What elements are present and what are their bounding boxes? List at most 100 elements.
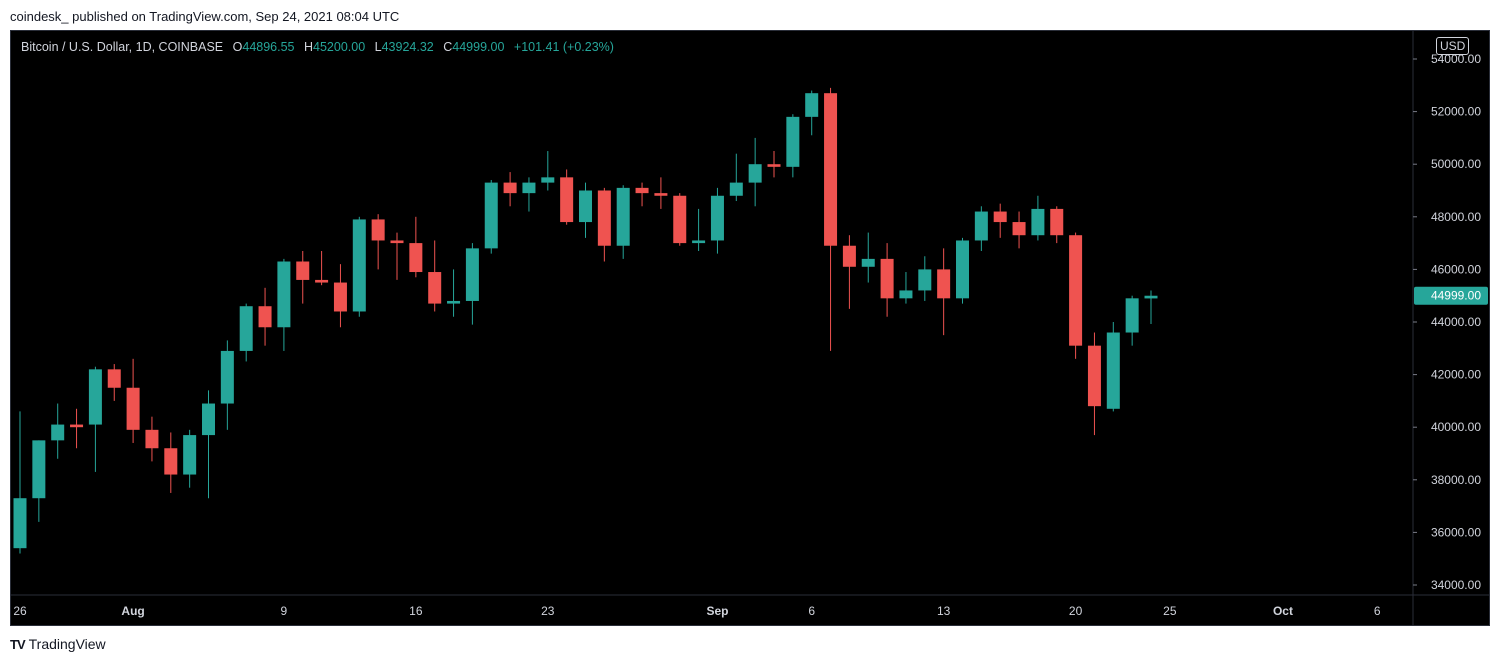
- candle-body: [296, 261, 310, 280]
- candle-body: [390, 240, 404, 244]
- candle-body: [1031, 208, 1045, 236]
- candle-body: [371, 219, 385, 241]
- candle-body: [202, 403, 215, 436]
- candle-body: [616, 187, 630, 246]
- x-tick-label: 25: [1163, 604, 1177, 618]
- y-tick-label: 42000.00: [1431, 368, 1481, 382]
- candle-body: [673, 195, 687, 244]
- candle-body: [428, 272, 442, 304]
- chart-frame[interactable]: 34000.00 36000.00 38000.00 40000.00 42000.00…: [10, 30, 1490, 626]
- candle-body: [88, 369, 102, 425]
- candle-body: [352, 219, 366, 312]
- last-price-badge: [1414, 286, 1488, 305]
- x-tick-label: 6: [808, 604, 815, 618]
- candle-body: [409, 243, 423, 273]
- candle-body: [277, 261, 291, 328]
- last-price-label: 44999.00: [1431, 289, 1481, 303]
- candle-body: [32, 440, 46, 499]
- y-tick-label: 48000.00: [1431, 210, 1481, 224]
- candle-body: [1106, 332, 1120, 409]
- candle-body: [748, 164, 762, 183]
- low-label: L: [374, 40, 382, 54]
- candle-body: [956, 240, 969, 299]
- candle-body: [126, 387, 140, 430]
- x-tick-label: 6: [1374, 604, 1381, 618]
- candle-body: [880, 258, 894, 299]
- close-value: 44999.00: [452, 40, 505, 54]
- candle-body: [1050, 208, 1064, 236]
- candle-body: [805, 93, 819, 117]
- candle-body: [315, 279, 329, 283]
- high-value: 45200.00: [313, 40, 366, 54]
- candle-body: [579, 190, 592, 223]
- candle-body: [635, 187, 649, 194]
- candle-body: [560, 177, 574, 223]
- candle-body: [239, 306, 253, 351]
- x-tick-label: 16: [409, 604, 423, 618]
- candle-body: [1125, 298, 1139, 333]
- candle-body: [333, 282, 347, 312]
- candle-body: [1012, 222, 1026, 236]
- candle-body: [164, 448, 178, 475]
- author-name[interactable]: coindesk_: [10, 9, 69, 24]
- tradingview-logo-icon: TV: [10, 636, 26, 652]
- x-tick-label: 9: [281, 604, 288, 618]
- candle-body: [107, 369, 121, 388]
- y-tick-label: 38000.00: [1431, 473, 1481, 487]
- candle-body: [710, 195, 724, 241]
- brand-name: TradingView: [28, 636, 106, 652]
- candle-body: [767, 164, 781, 167]
- y-tick-label: 44000.00: [1431, 315, 1481, 329]
- close-label: C: [443, 40, 453, 54]
- symbol-title: Bitcoin / U.S. Dollar, 1D, COINBASE: [21, 40, 224, 54]
- candle-body: [861, 258, 875, 267]
- candle-body: [258, 306, 272, 328]
- x-tick-label: 23: [541, 604, 555, 618]
- candle-body: [1144, 295, 1158, 299]
- y-tick-label: 52000.00: [1431, 105, 1481, 119]
- y-tick-label: 36000.00: [1431, 525, 1481, 539]
- candle-body: [937, 269, 951, 299]
- candle-body: [465, 248, 479, 301]
- y-tick-label: 50000.00: [1431, 157, 1481, 171]
- x-tick-label: 26: [13, 604, 27, 618]
- candle-body: [70, 424, 84, 428]
- publish-info: published on TradingView.com, Sep 24, 20…: [72, 9, 400, 24]
- candle-body: [597, 190, 611, 246]
- candle-body: [824, 93, 838, 246]
- x-tick-label: Oct: [1273, 604, 1293, 618]
- y-tick-label: 34000.00: [1431, 578, 1481, 592]
- x-tick-label: Sep: [706, 604, 728, 618]
- high-label: H: [304, 40, 314, 54]
- x-tick-label: 13: [937, 604, 951, 618]
- open-label: O: [232, 40, 243, 54]
- currency-badge[interactable]: USD: [1436, 37, 1470, 55]
- candle-body: [786, 116, 800, 167]
- candle-body: [13, 498, 27, 549]
- x-tick-label: 20: [1069, 604, 1083, 618]
- chart-legend: Bitcoin / U.S. Dollar, 1D, COINBASE O448…: [21, 40, 614, 54]
- x-tick-label: Aug: [121, 604, 144, 618]
- low-value: 43924.32: [381, 40, 434, 54]
- candle-body: [484, 182, 498, 249]
- candle-body: [692, 240, 706, 244]
- candle-body: [522, 182, 536, 194]
- candle-body: [974, 211, 988, 241]
- candle-body: [51, 424, 65, 441]
- open-value: 44896.55: [242, 40, 295, 54]
- candle-body: [729, 182, 743, 196]
- change-value: +101.41 (+0.23%): [513, 40, 614, 54]
- footer: TV TradingView: [10, 636, 106, 652]
- candle-body: [183, 435, 197, 475]
- y-tick-label: 46000.00: [1431, 262, 1481, 276]
- y-tick-label: 40000.00: [1431, 420, 1481, 434]
- candle-body: [503, 182, 517, 194]
- candle-body: [654, 193, 668, 196]
- candle-body: [842, 245, 856, 267]
- y-tick-label: 54000.00: [1431, 52, 1481, 66]
- candle-body: [918, 269, 932, 291]
- candle-body: [145, 429, 159, 449]
- candlestick-chart[interactable]: 34000.00 36000.00 38000.00 40000.00 42000.00…: [11, 31, 1489, 625]
- candle-body: [1087, 345, 1101, 407]
- candle-body: [220, 350, 234, 404]
